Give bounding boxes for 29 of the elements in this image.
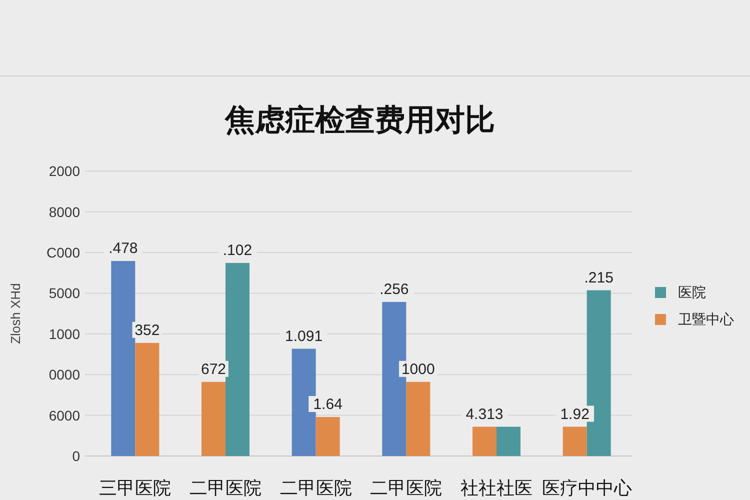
legend-label: 卫暨中心	[678, 311, 734, 327]
annotation: 672	[200, 360, 226, 378]
annotation: .478	[108, 240, 138, 257]
x-tick-label: 社社社医	[460, 478, 532, 498]
annotation: 1000	[401, 360, 435, 378]
text: 1000	[48, 326, 80, 342]
chart-title: 焦虑症检查费用对比	[224, 104, 495, 137]
text: 8000	[48, 204, 80, 220]
text: 0	[72, 448, 80, 464]
legend-label: 医院	[678, 284, 706, 300]
text: C000	[46, 244, 80, 260]
x-tick-label: 二甲医院	[280, 478, 352, 498]
x-tick-label: 医疗中中心	[542, 478, 632, 498]
text: 6000	[48, 407, 80, 424]
annotation: 1.091	[285, 328, 323, 345]
text: 0000	[48, 366, 80, 383]
x-tick-label: 二甲医院	[370, 478, 442, 498]
text: 2000	[48, 163, 80, 180]
annotation: 1.64	[313, 396, 342, 413]
annotation: 4.313	[466, 406, 504, 423]
text: 5000	[48, 285, 80, 302]
annotation: 352	[134, 322, 160, 339]
x-tick-label: 三甲医院	[99, 478, 172, 498]
annotation: 1.92	[560, 406, 590, 423]
annotation: .102	[222, 242, 252, 259]
annotation: .256	[380, 280, 409, 298]
annotation: .215	[584, 269, 614, 286]
x-tick-label: 二甲医院	[190, 478, 262, 498]
y-axis-title: Zlosh XHd	[8, 283, 23, 344]
